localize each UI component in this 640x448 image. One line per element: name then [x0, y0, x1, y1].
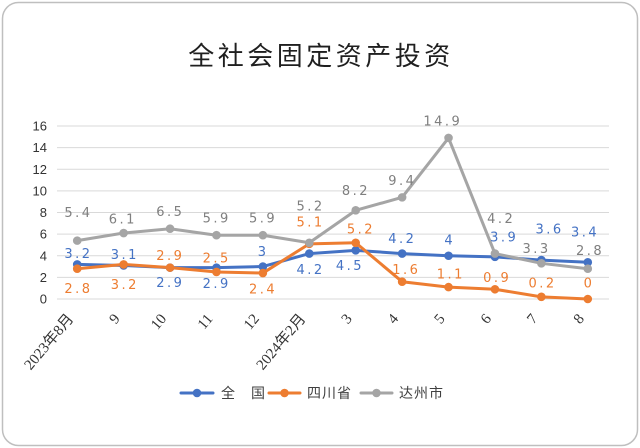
- data-label-national-1: 3.1: [111, 248, 139, 263]
- point-national-8: [444, 251, 453, 261]
- data-label-national-8: 4: [444, 233, 455, 248]
- point-sichuan-9: [490, 284, 500, 294]
- data-label-sichuan-11: 0: [584, 277, 595, 292]
- y-tick-label-2: 4: [40, 248, 47, 263]
- y-tick-label-5: 10: [33, 183, 47, 198]
- data-label-dazhou-3: 5.9: [203, 212, 231, 227]
- y-tick-label-8: 16: [33, 119, 47, 134]
- point-dazhou-1: [119, 228, 128, 238]
- data-label-dazhou-5: 5.2: [296, 199, 324, 214]
- data-label-dazhou-1: 6.1: [109, 213, 137, 228]
- data-label-national-3: 2.9: [203, 277, 231, 292]
- data-labels: 3.2 3.1 2.9 2.9 3 4.2 4.5 4.2 4 3.9 3.6 3.4 2.8 3.2 2.…: [64, 114, 604, 298]
- legend-item-national: 全 国: [179, 385, 266, 402]
- point-sichuan-3: [212, 267, 221, 277]
- legend-marker-dazhou: [372, 388, 381, 398]
- data-label-dazhou-4: 5.9: [249, 212, 277, 227]
- legend: 全 国 四川省 达州市: [179, 385, 444, 402]
- y-tick-label-4: 8: [40, 205, 47, 220]
- point-sichuan-6: [351, 238, 361, 248]
- data-label-national-7: 4.2: [388, 232, 416, 247]
- legend-marker-sichuan: [280, 388, 289, 398]
- point-sichuan-2: [165, 263, 175, 272]
- data-label-sichuan-8: 1.1: [437, 268, 465, 283]
- plot-series: [72, 133, 593, 304]
- data-label-dazhou-11: 2.8: [576, 244, 604, 259]
- gridlines: [57, 125, 609, 300]
- y-tick-label-6: 12: [33, 162, 47, 177]
- data-label-sichuan-10: 0.2: [529, 276, 557, 291]
- point-national-7: [397, 249, 407, 258]
- data-label-dazhou-8: 14.9: [423, 114, 462, 129]
- data-label-national-4: 3: [258, 245, 269, 260]
- legend-item-sichuan: 四川省: [267, 386, 352, 402]
- data-label-sichuan-0: 2.8: [64, 282, 92, 297]
- point-sichuan-7: [397, 277, 407, 287]
- point-sichuan-8: [444, 282, 453, 292]
- point-sichuan-0: [72, 264, 82, 274]
- y-tick-label-7: 14: [33, 140, 47, 155]
- data-label-national-0: 3.2: [64, 247, 92, 262]
- y-axis: 0 2 4 6 8 10 12 14 16: [33, 119, 47, 307]
- data-label-sichuan-7: 1.6: [392, 263, 420, 278]
- legend-label-sichuan: 四川省: [307, 386, 352, 402]
- data-label-sichuan-4: 2.4: [249, 283, 277, 298]
- data-label-sichuan-9: 0.9: [483, 271, 511, 286]
- point-dazhou-8: [444, 133, 453, 143]
- data-label-dazhou-0: 5.4: [64, 206, 92, 221]
- data-label-sichuan-3: 2.5: [203, 251, 231, 266]
- point-national-6: [351, 246, 361, 255]
- point-sichuan-1: [119, 260, 128, 269]
- point-dazhou-3: [212, 230, 221, 240]
- data-label-national-2: 2.9: [156, 276, 184, 291]
- data-label-sichuan-2: 2.9: [156, 249, 184, 264]
- point-sichuan-10: [537, 292, 546, 302]
- legend-label-dazhou: 达州市: [399, 385, 444, 402]
- data-label-national-6: 4.5: [336, 259, 364, 274]
- data-label-dazhou-6: 8.2: [342, 184, 370, 199]
- point-dazhou-2: [165, 224, 175, 234]
- y-tick-label-3: 6: [40, 227, 47, 242]
- point-national-5: [304, 249, 314, 258]
- data-label-dazhou-2: 6.5: [156, 205, 184, 220]
- point-dazhou-0: [72, 236, 82, 245]
- point-sichuan-11: [583, 294, 593, 304]
- y-tick-label-1: 2: [40, 270, 47, 285]
- series-line-sichuan: [75, 241, 590, 301]
- point-dazhou-10: [537, 259, 546, 268]
- data-label-dazhou-10: 3.3: [523, 242, 551, 257]
- point-dazhou-11: [583, 264, 593, 274]
- data-label-national-11: 3.4: [571, 226, 599, 241]
- data-label-sichuan-6: 5.2: [347, 222, 375, 237]
- point-dazhou-4: [258, 230, 268, 240]
- y-tick-label-0: 0: [40, 292, 47, 307]
- data-label-sichuan-1: 3.2: [111, 278, 139, 293]
- legend-item-dazhou: 达州市: [359, 385, 444, 402]
- point-dazhou-5: [304, 238, 314, 248]
- data-label-sichuan-5: 5.1: [296, 215, 324, 230]
- data-label-dazhou-9: 4.2: [487, 212, 515, 227]
- data-label-national-9: 3.9: [490, 230, 518, 245]
- point-dazhou-9: [490, 249, 500, 258]
- legend-label-national: 全 国: [221, 385, 266, 402]
- series-line-dazhou: [75, 136, 590, 271]
- data-label-national-10: 3.6: [536, 223, 564, 238]
- data-label-dazhou-7: 9.4: [388, 174, 416, 189]
- data-label-national-5: 4.2: [296, 263, 324, 278]
- chart-title: 全社会固定资产投资: [188, 42, 454, 72]
- point-dazhou-6: [351, 206, 361, 215]
- point-dazhou-7: [397, 193, 407, 202]
- point-sichuan-4: [258, 268, 268, 278]
- legend-marker-national: [192, 388, 202, 398]
